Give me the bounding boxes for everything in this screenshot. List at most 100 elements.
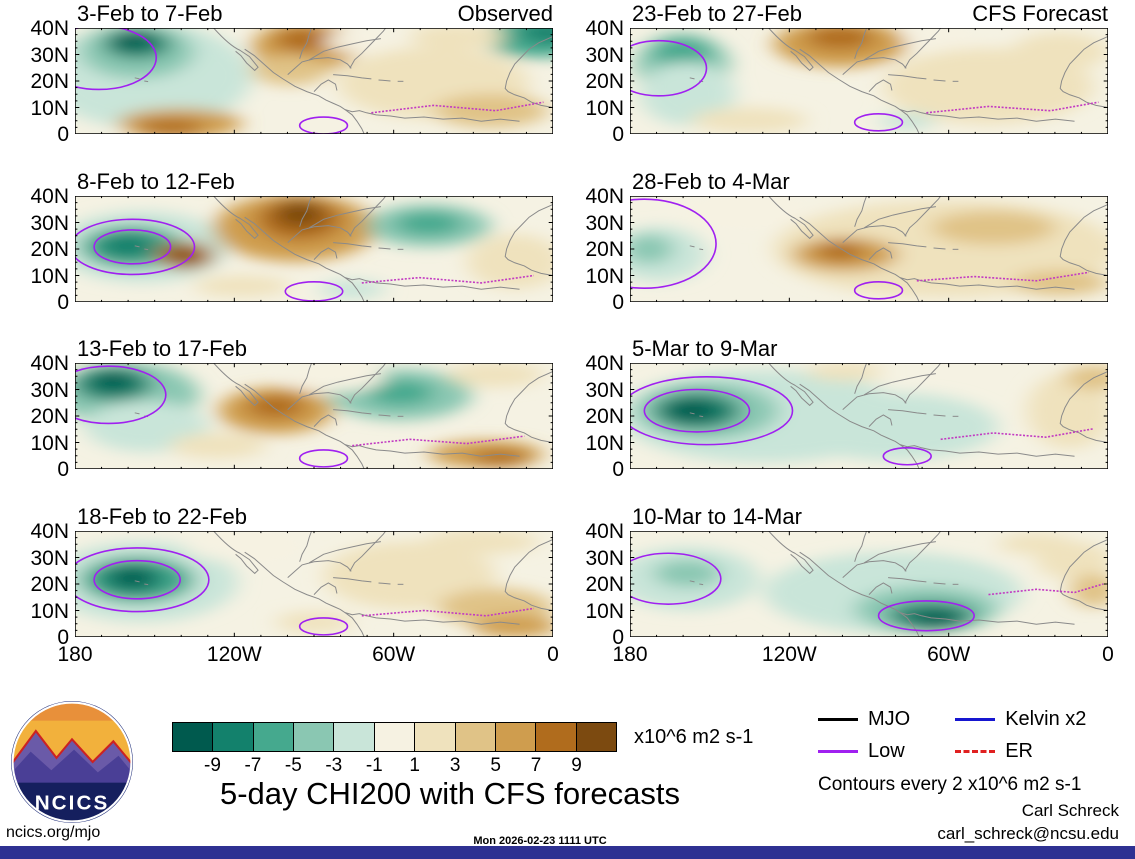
colorbar-cell xyxy=(455,723,496,751)
y-tick-label: 30N xyxy=(30,211,69,235)
y-tick-label: 10N xyxy=(30,264,69,288)
coastline xyxy=(214,531,258,573)
anomaly-blob xyxy=(653,559,721,588)
logo-ring xyxy=(11,701,133,823)
coastline xyxy=(288,561,352,578)
site-url: ncics.org/mjo xyxy=(6,824,101,841)
x-tick-label: 120W xyxy=(761,643,817,666)
low-contour xyxy=(75,219,195,274)
coastline xyxy=(855,196,867,227)
coastline xyxy=(843,226,907,243)
coastline xyxy=(905,28,941,68)
coastline xyxy=(288,226,352,243)
anomaly-blob xyxy=(409,28,506,50)
colorbar-labels: -9 -7 -5 -3 -1 1 3 5 7 9 xyxy=(172,755,617,779)
colorbar-tick-label: -5 xyxy=(284,755,302,776)
anomaly-blob xyxy=(366,379,434,406)
map-panel xyxy=(75,531,553,637)
colorbar-tick-label: -1 xyxy=(365,755,383,776)
y-tick-label: 40N xyxy=(30,185,69,208)
coastline xyxy=(769,196,813,238)
coastline xyxy=(245,384,520,456)
coastline xyxy=(309,207,381,228)
map-panel xyxy=(630,531,1108,637)
map-panel xyxy=(630,28,1108,134)
low-contour xyxy=(630,553,721,604)
coastline xyxy=(379,415,391,416)
legend-line xyxy=(818,717,858,721)
coastline xyxy=(699,249,703,250)
anomaly-blob xyxy=(184,532,300,562)
x-tick-label: 120W xyxy=(206,643,262,666)
coastline xyxy=(144,249,148,250)
coastline xyxy=(905,196,941,236)
coastline xyxy=(214,196,258,238)
anomaly-blob xyxy=(423,531,539,555)
panel-title: 13-Feb to 17-Feb xyxy=(77,336,247,361)
coastline xyxy=(888,578,926,582)
anomaly-blob xyxy=(170,249,200,264)
coastline xyxy=(379,583,391,584)
colorbar-tick-label: -7 xyxy=(244,755,262,776)
y-tick-label: 40N xyxy=(30,17,69,40)
coastline xyxy=(769,28,813,70)
y-tick-label: 10N xyxy=(30,599,69,623)
coastline xyxy=(505,36,553,107)
anomaly-blob xyxy=(878,112,936,130)
anomaly-blob xyxy=(1064,365,1108,391)
panel-title: 8-Feb to 12-Feb xyxy=(77,169,235,194)
x-tick-label: 180 xyxy=(612,643,648,666)
colorbar xyxy=(172,722,617,752)
low-contour xyxy=(883,448,931,465)
coastline xyxy=(350,363,386,403)
y-tick-label: 20N xyxy=(585,238,624,261)
colorbar-cell xyxy=(334,723,375,751)
map-panel xyxy=(75,363,553,469)
coastline xyxy=(900,613,919,637)
colorbar-cell xyxy=(495,723,537,751)
coastline xyxy=(345,278,364,302)
dashed-contour xyxy=(352,436,524,446)
coastline xyxy=(300,531,312,562)
y-tick-label: 10N xyxy=(585,599,624,623)
low-contour xyxy=(94,561,180,599)
y-tick-label: 30N xyxy=(585,43,624,67)
y-tick-label: 20N xyxy=(585,405,624,428)
anomaly-blob xyxy=(113,569,152,587)
coastline xyxy=(900,278,919,302)
coastline xyxy=(800,552,1075,624)
figure-title: 5-day CHI200 with CFS forecasts xyxy=(219,776,680,811)
y-tick-label: 0 xyxy=(612,291,624,314)
colorbar-tick-label: 7 xyxy=(530,755,542,776)
coastline xyxy=(934,415,946,416)
bottom-bar xyxy=(0,846,1135,859)
y-tick-label: 40N xyxy=(30,352,69,375)
coastline xyxy=(333,75,371,79)
coastline xyxy=(333,578,371,582)
coastline xyxy=(888,243,926,247)
coastline xyxy=(144,584,148,585)
x-tick-label: 60W xyxy=(927,643,971,666)
coastline xyxy=(135,581,140,582)
y-tick-label: 0 xyxy=(57,291,69,314)
y-tick-label: 20N xyxy=(30,70,69,93)
anomaly-blob xyxy=(113,32,152,50)
anomaly-blob xyxy=(912,611,960,627)
panel-title: 28-Feb to 4-Mar xyxy=(632,169,790,194)
anomaly-blob xyxy=(806,28,874,50)
panel-title: 5-Mar to 9-Mar xyxy=(632,336,778,361)
y-tick-label: 0 xyxy=(612,458,624,481)
coastline xyxy=(333,410,371,414)
dashed-contour xyxy=(371,102,543,113)
legend-item-er: ER xyxy=(955,735,1086,767)
coastline xyxy=(769,363,813,405)
y-tick-label: 40N xyxy=(585,185,624,208)
y-tick-label: 40N xyxy=(585,352,624,375)
colorbar-cell xyxy=(213,723,254,751)
anomaly-blob xyxy=(639,61,736,126)
ncics-logo: NCICS xyxy=(11,701,133,823)
y-tick-label: 0 xyxy=(612,123,624,146)
coastline xyxy=(214,28,258,70)
legend-label: Low xyxy=(868,739,905,762)
coastline xyxy=(505,371,553,442)
